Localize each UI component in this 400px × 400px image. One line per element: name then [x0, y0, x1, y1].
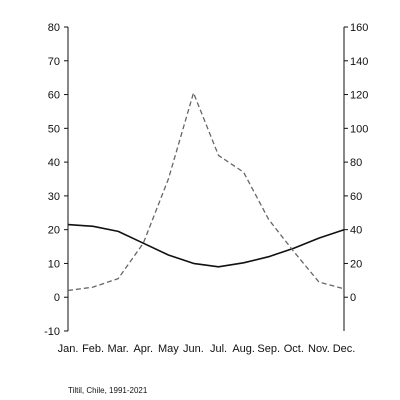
right-tick-label: 160: [350, 22, 368, 34]
series-line-solid: [67, 223, 345, 268]
x-tick-label: Jan.: [58, 343, 79, 355]
x-tick-label: Oct.: [284, 343, 304, 355]
left-tick-label: 40: [48, 157, 60, 169]
x-tick-label: Feb.: [82, 343, 104, 355]
left-tick-label: 20: [48, 225, 60, 237]
left-tick-label: 0: [54, 292, 60, 304]
right-tick-label: 140: [350, 56, 368, 68]
right-tick-label: 20: [350, 258, 362, 270]
x-tick-label: Sep.: [257, 343, 280, 355]
left-tick-label: 70: [48, 56, 60, 68]
left-tick-label: 60: [48, 90, 60, 102]
chart-caption: Tiltil, Chile, 1991-2021: [68, 386, 148, 395]
chart-axes: [67, 27, 345, 331]
right-tick-label: 80: [350, 157, 362, 169]
right-tick-label: 40: [350, 225, 362, 237]
right-tick-label: 100: [350, 123, 368, 135]
x-tick-label: Aug.: [232, 343, 255, 355]
right-axis-ticks: 0 20 40 60 80 100 120 140 160: [344, 22, 368, 304]
right-tick-label: 60: [350, 191, 362, 203]
right-tick-label: 0: [350, 292, 356, 304]
x-tick-label: May: [158, 343, 179, 355]
x-tick-label: Dec.: [333, 343, 356, 355]
left-axis-ticks: -10 0 10 20 30 40 50 60 70 80: [44, 22, 68, 338]
series-line-dashed: [67, 92, 345, 292]
left-tick-label: 10: [48, 258, 60, 270]
x-tick-label: Mar.: [107, 343, 128, 355]
x-axis-ticks: Jan. Feb. Mar. Apr. May Jun. Jul. Aug. Sep. Oct. N…: [58, 343, 356, 355]
right-tick-label: 120: [350, 90, 368, 102]
x-tick-label: Nov.: [308, 343, 330, 355]
x-tick-label: Apr.: [133, 343, 153, 355]
left-tick-label: 80: [48, 22, 60, 34]
left-tick-label: 30: [48, 191, 60, 203]
left-tick-label: 50: [48, 123, 60, 135]
left-tick-label: -10: [44, 326, 60, 338]
x-tick-label: Jul.: [210, 343, 227, 355]
x-tick-label: Jun.: [183, 343, 204, 355]
chart-series: [67, 92, 345, 292]
